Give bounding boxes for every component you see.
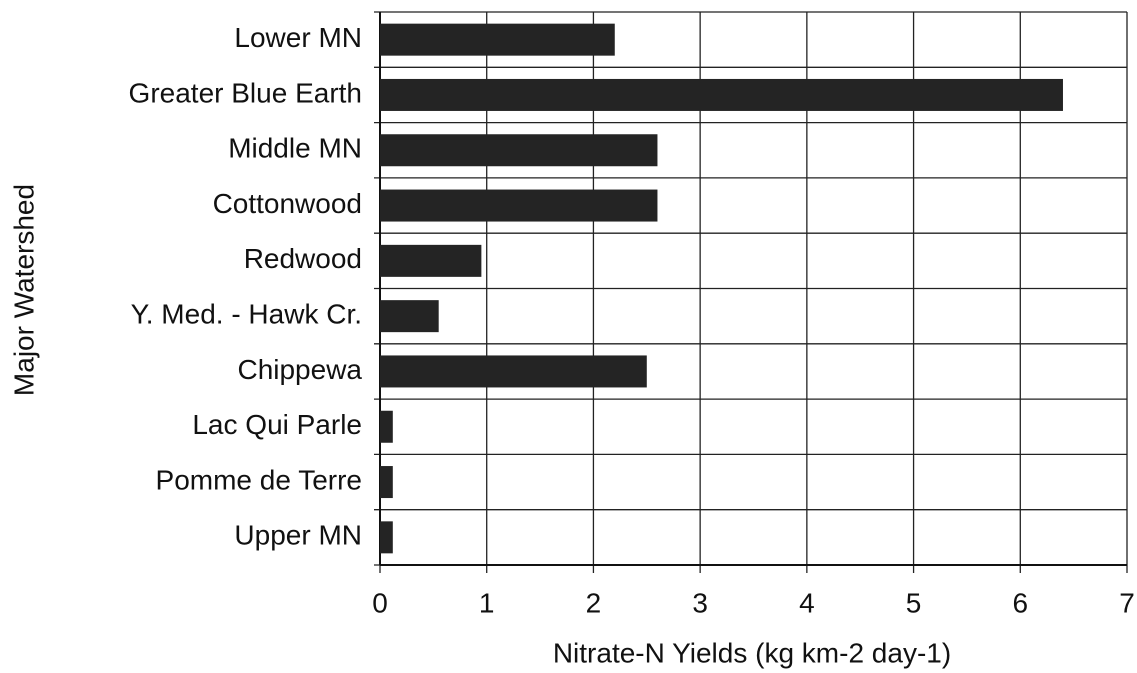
bar [380, 23, 615, 56]
y-tick-label: Upper MN [234, 520, 362, 551]
bar [380, 189, 658, 222]
bar [380, 134, 658, 167]
bar [380, 466, 393, 499]
y-axis-label: Major Watershed [8, 184, 39, 396]
y-tick-label: Lac Qui Parle [192, 409, 362, 440]
bar [380, 78, 1063, 111]
bar [380, 355, 647, 388]
x-tick-label: 0 [372, 587, 388, 618]
bar [380, 300, 439, 333]
y-tick-label: Greater Blue Earth [129, 77, 362, 108]
x-tick-label: 1 [479, 587, 495, 618]
x-tick-label: 4 [799, 587, 815, 618]
x-tick-label: 3 [692, 587, 708, 618]
bar [380, 410, 393, 443]
y-tick-label: Y. Med. - Hawk Cr. [131, 299, 362, 330]
x-tick-label: 5 [906, 587, 922, 618]
y-tick-label: Chippewa [237, 354, 362, 385]
y-tick-label: Pomme de Terre [156, 464, 362, 495]
x-tick-label: 7 [1119, 587, 1135, 618]
bar [380, 521, 393, 554]
x-tick-label: 6 [1012, 587, 1028, 618]
x-tick-label: 2 [586, 587, 602, 618]
y-tick-label: Cottonwood [213, 188, 362, 219]
x-axis-label: Nitrate-N Yields (kg km-2 day-1) [553, 637, 951, 668]
bar [380, 244, 482, 277]
y-tick-label: Middle MN [228, 133, 362, 164]
y-tick-label: Lower MN [234, 22, 362, 53]
y-tick-label: Redwood [244, 243, 362, 274]
